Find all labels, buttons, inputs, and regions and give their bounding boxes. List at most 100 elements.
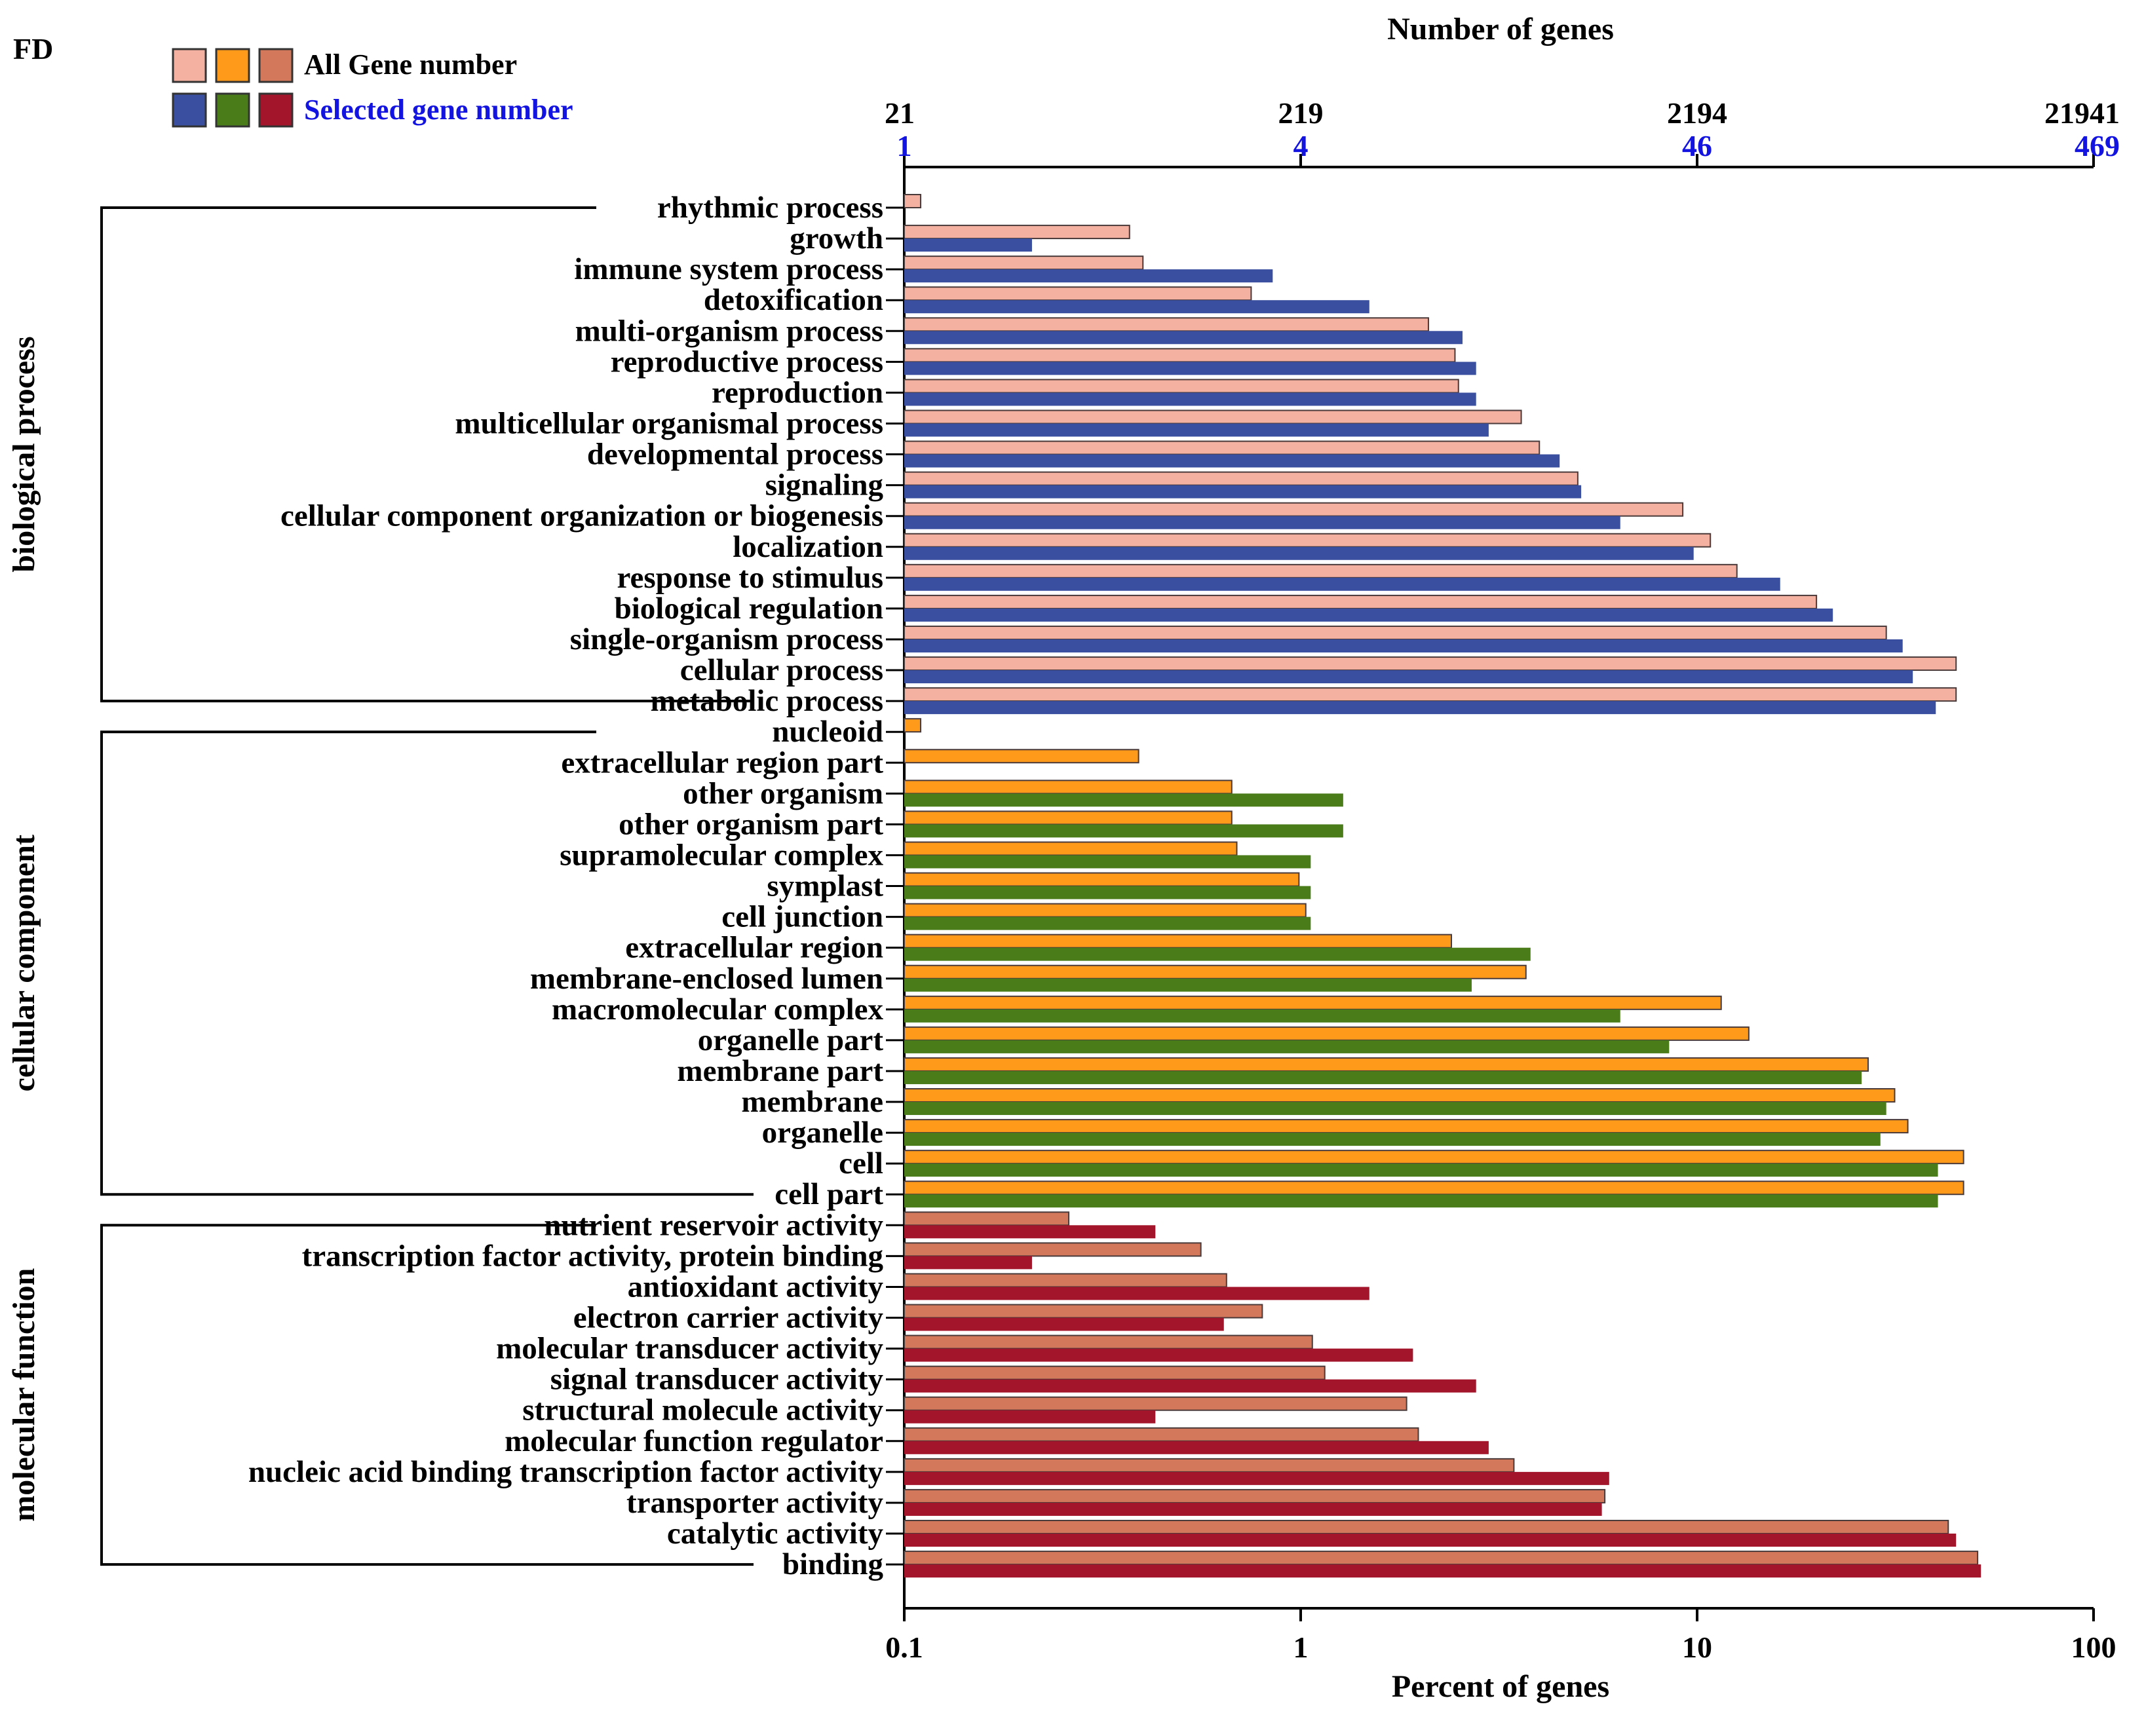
top-tick-label-selected: 4 xyxy=(1293,129,1309,162)
category-label: signal transducer activity xyxy=(550,1363,884,1397)
category-label: multi-organism process xyxy=(575,314,883,348)
category-label: multicellular organismal process xyxy=(455,406,883,440)
category-label: metabolic process xyxy=(651,684,883,718)
bar-all-genes xyxy=(904,563,1738,578)
bar-selected-genes xyxy=(904,1070,1862,1084)
legend-swatch-bp-selected xyxy=(172,92,207,128)
category-label: molecular function regulator xyxy=(505,1424,883,1458)
bar-selected-genes xyxy=(904,1287,1369,1300)
bar-all-genes xyxy=(904,1458,1515,1473)
category-label: cellular process xyxy=(680,653,883,687)
bar-selected-genes xyxy=(904,639,1903,652)
bar-all-genes xyxy=(904,1551,1979,1566)
bar-all-genes xyxy=(904,934,1453,949)
legend-swatch-cc-selected xyxy=(215,92,250,128)
bar-selected-genes xyxy=(904,1163,1938,1177)
category-label: organelle part xyxy=(698,1023,884,1057)
legend-selected-label: Selected gene number xyxy=(304,94,573,126)
bar-selected-genes xyxy=(904,238,1032,252)
bars xyxy=(904,194,1981,1578)
group-brackets: biological process cellular component mole… xyxy=(7,206,754,1566)
category-label: electron carrier activity xyxy=(573,1301,884,1335)
bar-all-genes xyxy=(904,1334,1313,1349)
bar-all-genes xyxy=(904,194,922,208)
bar-selected-genes xyxy=(904,577,1780,591)
category-label: response to stimulus xyxy=(617,561,883,595)
bar-selected-genes xyxy=(904,608,1833,622)
legend: All Gene number Selected gene number xyxy=(172,48,573,128)
bottom-tick-label: 10 xyxy=(1682,1631,1712,1664)
bar-all-genes xyxy=(904,1396,1407,1411)
bar-selected-genes xyxy=(904,1194,1938,1208)
bar-all-genes xyxy=(904,687,1957,702)
bar-selected-genes xyxy=(904,824,1343,838)
category-label: cellular component organization or bioge… xyxy=(280,499,883,533)
bar-all-genes xyxy=(904,1365,1326,1380)
category-label: cell junction xyxy=(721,900,883,934)
category-label: cell part xyxy=(775,1177,883,1211)
bar-all-genes xyxy=(904,255,1144,271)
category-label: immune system process xyxy=(574,252,883,286)
bar-selected-genes xyxy=(904,1256,1032,1270)
bottom-tick-label: 100 xyxy=(2071,1631,2116,1664)
bar-selected-genes xyxy=(904,1379,1476,1393)
bar-selected-genes xyxy=(904,454,1560,468)
bar-selected-genes xyxy=(904,1317,1224,1331)
category-label: biological regulation xyxy=(615,592,883,626)
bar-all-genes xyxy=(904,903,1307,918)
bar-all-genes xyxy=(904,656,1957,671)
bar-all-genes xyxy=(904,440,1541,455)
bar-all-genes xyxy=(904,625,1887,640)
category-label: transporter activity xyxy=(626,1486,883,1520)
bar-selected-genes xyxy=(904,978,1472,992)
group-bracket xyxy=(100,206,754,703)
legend-swatch-mf-selected xyxy=(258,92,294,128)
category-label: catalytic activity xyxy=(667,1517,884,1551)
bar-selected-genes xyxy=(904,546,1694,560)
category-label: other organism xyxy=(683,776,883,810)
category-label: signaling xyxy=(765,468,884,502)
bar-selected-genes xyxy=(904,916,1311,930)
category-label: antioxidant activity xyxy=(628,1270,884,1304)
category-label: localization xyxy=(733,530,883,564)
bar-selected-genes xyxy=(904,485,1582,499)
category-label: macromolecular complex xyxy=(552,992,883,1027)
bar-all-genes xyxy=(904,1427,1419,1442)
bar-selected-genes xyxy=(904,1564,1981,1578)
top-tick-label-all: 219 xyxy=(1278,96,1324,130)
bar-selected-genes xyxy=(904,392,1476,406)
category-label: rhythmic process xyxy=(657,191,883,225)
bar-selected-genes xyxy=(904,1009,1620,1023)
category-label: supramolecular complex xyxy=(560,838,883,872)
bar-all-genes xyxy=(904,1180,1964,1196)
bar-all-genes xyxy=(904,718,922,733)
bar-selected-genes xyxy=(904,1040,1670,1053)
bar-all-genes xyxy=(904,533,1712,548)
bar-all-genes xyxy=(904,1150,1964,1165)
category-label: cell xyxy=(839,1146,883,1180)
category-label: membrane part xyxy=(677,1054,883,1088)
bar-all-genes xyxy=(904,964,1527,979)
bar-all-genes xyxy=(904,1119,1909,1134)
bar-all-genes xyxy=(904,471,1579,486)
category-label: binding xyxy=(782,1547,884,1581)
bar-selected-genes xyxy=(904,1441,1489,1454)
category-label: membrane xyxy=(741,1085,883,1119)
bar-selected-genes xyxy=(904,670,1913,684)
bar-all-genes xyxy=(904,1304,1263,1319)
top-tick-label-all: 21941 xyxy=(2044,96,2120,130)
group-bracket xyxy=(100,730,754,1196)
bar-all-genes xyxy=(904,872,1300,887)
legend-all-label: All Gene number xyxy=(304,48,517,81)
bar-all-genes xyxy=(904,1026,1750,1041)
category-label: nucleoid xyxy=(772,715,883,749)
category-label: detoxification xyxy=(704,283,883,317)
bar-all-genes xyxy=(904,780,1233,795)
bar-all-genes xyxy=(904,749,1139,764)
bottom-tick-label: 0.1 xyxy=(885,1631,923,1664)
bar-all-genes xyxy=(904,1273,1227,1288)
bar-all-genes xyxy=(904,841,1238,856)
group-label: biological process xyxy=(7,336,41,572)
